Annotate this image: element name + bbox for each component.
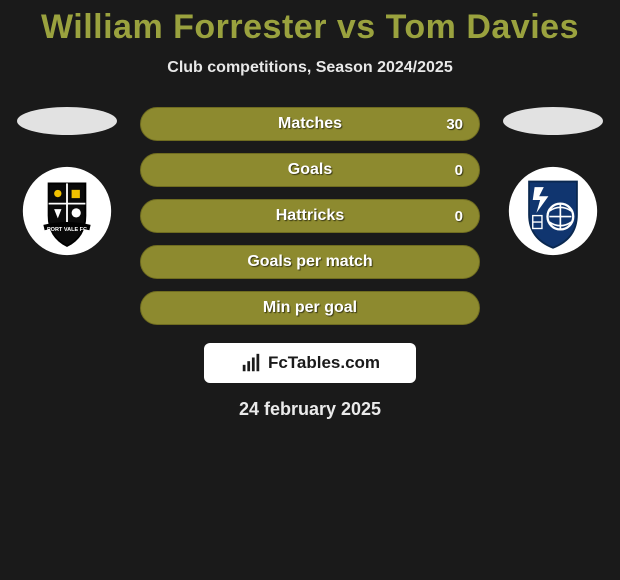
club-crest-left: PORT VALE FC [21,165,113,257]
title-player-a: William Forrester [41,8,327,46]
stat-row: Goals 0 [140,153,480,187]
club-crest-right [507,165,599,257]
right-column [498,107,608,257]
stat-row: Hattricks 0 [140,199,480,233]
stat-value-right: 0 [455,208,463,225]
tranmere-rovers-crest-icon [507,165,599,257]
title-vs: vs [337,8,376,46]
stat-label: Hattricks [276,207,344,225]
player-a-avatar-placeholder [17,107,117,135]
svg-text:PORT VALE FC: PORT VALE FC [47,227,87,233]
stat-value-right: 30 [446,116,463,133]
left-column: PORT VALE FC [12,107,122,257]
stat-row: Goals per match [140,245,480,279]
comparison-row: PORT VALE FC Matches30Goals0Hattricks0Go… [0,107,620,325]
stat-label: Min per goal [263,299,357,317]
stat-row: Min per goal [140,291,480,325]
title-player-b: Tom Davies [386,8,579,46]
stat-label: Goals per match [247,253,372,271]
brand-badge[interactable]: FcTables.com [204,343,416,383]
subtitle: Club competitions, Season 2024/2025 [0,59,620,77]
stat-label: Matches [278,115,342,133]
page-title: William Forrester vs Tom Davies [0,0,620,47]
bar-chart-icon [240,352,262,374]
stat-value-right: 0 [455,162,463,179]
stat-label: Goals [288,161,332,179]
player-b-avatar-placeholder [503,107,603,135]
date-label: 24 february 2025 [0,399,620,420]
brand-text: FcTables.com [268,353,380,373]
stat-row: Matches 30 [140,107,480,141]
stats-column: Matches 30 Goals 0 Hattricks 0 Goals per match… [140,107,480,325]
port-vale-crest-icon: PORT VALE FC [21,165,113,257]
